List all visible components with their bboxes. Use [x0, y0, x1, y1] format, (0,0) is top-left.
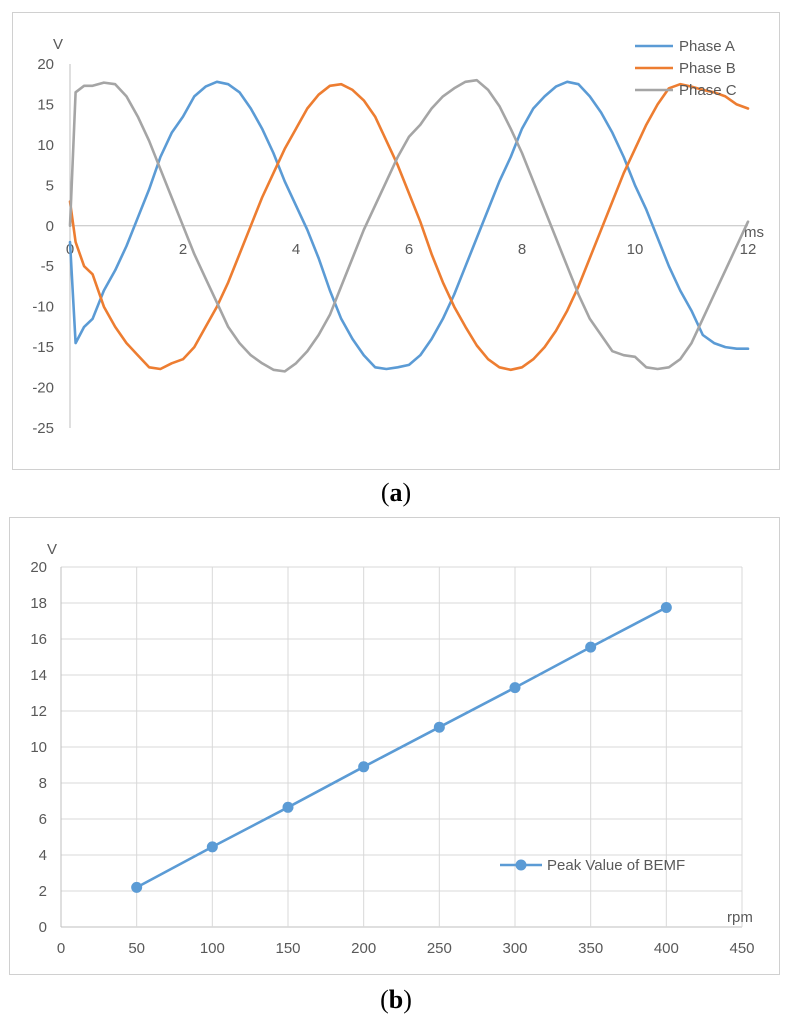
series-line-phase-c [68, 78, 750, 373]
y-axis-label: V [47, 541, 57, 558]
series-line-peak-bemf [136, 606, 667, 889]
caption-a: (a) [380, 478, 412, 507]
x-tick-label: 50 [128, 940, 145, 957]
y-tick-label: 20 [37, 56, 54, 73]
x-tick-label: 6 [405, 241, 413, 258]
y-axis-label: V [53, 36, 63, 53]
x-tick-label: 100 [200, 940, 225, 957]
x-tick-label: 12 [740, 241, 757, 258]
series-line-phase-b [68, 82, 750, 372]
y-tick-label: 0 [39, 919, 47, 936]
y-tick-label: 16 [30, 631, 47, 648]
y-tick-label: 10 [37, 137, 54, 154]
data-point [585, 641, 597, 653]
x-tick-label: 0 [57, 940, 65, 957]
y-tick-label: 18 [30, 595, 47, 612]
y-tick-label: -10 [32, 299, 54, 316]
series-line-phase-a [68, 80, 750, 371]
y-tick-label: -5 [41, 258, 54, 275]
y-tick-label: 10 [30, 739, 47, 756]
x-axis-label: ms [744, 224, 764, 241]
y-tick-label: -20 [32, 380, 54, 397]
y-tick-label: 6 [39, 811, 47, 828]
x-tick-label: 400 [654, 940, 679, 957]
x-tick-label: 200 [351, 940, 376, 957]
x-tick-label: 350 [578, 940, 603, 957]
data-point [660, 602, 672, 613]
x-tick-label: 2 [179, 241, 187, 258]
data-point [358, 761, 370, 773]
y-tick-label: 8 [39, 775, 47, 792]
caption-b-letter: b [388, 985, 404, 1014]
caption-b: (b) [380, 985, 412, 1014]
x-tick-label: 4 [292, 241, 300, 258]
y-tick-label: 12 [30, 703, 47, 720]
x-tick-label: 150 [275, 940, 300, 957]
legend-label: Phase A [679, 38, 735, 55]
legend-marker [515, 859, 527, 871]
y-tick-label: 5 [46, 177, 54, 194]
legend-label: Phase C [679, 82, 737, 99]
y-tick-label: 15 [37, 96, 54, 113]
data-point [206, 841, 218, 853]
x-tick-label: 250 [427, 940, 452, 957]
data-point [131, 881, 143, 893]
x-axis-label: rpm [727, 909, 753, 926]
legend-label: Peak Value of BEMF [547, 857, 685, 874]
y-tick-label: 2 [39, 883, 47, 900]
x-tick-label: 8 [518, 241, 526, 258]
data-point [433, 721, 445, 733]
x-tick-label: 10 [627, 241, 644, 258]
y-tick-label: 20 [30, 559, 47, 576]
legend-label: Phase B [679, 60, 736, 77]
caption-a-letter: a [389, 478, 403, 507]
y-tick-label: 4 [39, 847, 47, 864]
data-point [509, 682, 521, 694]
chart-panel-b: 0 2 4 6 8 10 12 14 16 18 20 0 50 100 150 200 250 300 350 40… [9, 517, 780, 975]
y-tick-label: -25 [32, 420, 54, 437]
y-tick-label: -15 [32, 339, 54, 356]
x-tick-label: 450 [729, 940, 754, 957]
x-tick-label: 300 [502, 940, 527, 957]
y-tick-label: 0 [46, 218, 54, 235]
data-point [282, 801, 294, 813]
y-tick-label: 14 [30, 667, 47, 684]
